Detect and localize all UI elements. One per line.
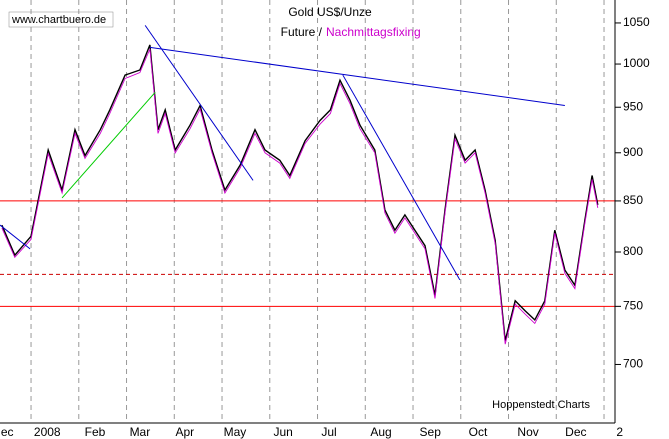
- price-line: [1, 48, 599, 345]
- x-tick-label: Dec: [565, 425, 586, 439]
- x-tick-label: 2: [616, 425, 623, 439]
- legend-entry: Future /: [281, 25, 323, 39]
- y-tick-label: 900: [623, 145, 643, 159]
- x-tick-label: Jun: [273, 425, 292, 439]
- watermark-box: [8, 11, 114, 28]
- x-tick-label: Nov: [517, 425, 538, 439]
- x-tick-label: Oct: [469, 425, 488, 439]
- plot-area: 700 750 800 850 900 950 1000 1050 ec 2008 Feb Mar Ap…: [0, 0, 650, 439]
- x-tick-label: 2008: [34, 425, 61, 439]
- trend-line: [144, 25, 254, 181]
- y-tick-label: 850: [623, 193, 643, 207]
- x-tick-label: Aug: [370, 425, 391, 439]
- y-tick-label: 800: [623, 244, 643, 258]
- x-tick-label: Apr: [175, 425, 194, 439]
- chart-title: Gold US$/Unze: [288, 5, 372, 19]
- trend-line: [342, 74, 461, 281]
- x-tick-label: ec: [1, 425, 14, 439]
- price-line: [1, 44, 599, 341]
- y-tick-label: 750: [623, 299, 643, 313]
- x-tick-label: Feb: [85, 425, 106, 439]
- y-tick-label: 700: [623, 357, 643, 371]
- x-tick-label: Jul: [321, 425, 336, 439]
- y-tick-label: 1050: [623, 15, 650, 29]
- x-tick-label: Mar: [130, 425, 151, 439]
- trend-line: [61, 91, 156, 199]
- trend-line: [0, 224, 31, 250]
- x-tick-label: May: [224, 425, 247, 439]
- y-tick-label: 1000: [623, 56, 650, 70]
- x-tick-label: Sep: [420, 425, 442, 439]
- y-tick-label: 950: [623, 99, 643, 113]
- trend-line: [149, 46, 565, 106]
- watermark: www.chartbuero.de: [11, 14, 106, 26]
- source: Hoppenstedt Charts: [492, 399, 590, 411]
- legend-entry: Nachmittagsfixing: [326, 25, 421, 39]
